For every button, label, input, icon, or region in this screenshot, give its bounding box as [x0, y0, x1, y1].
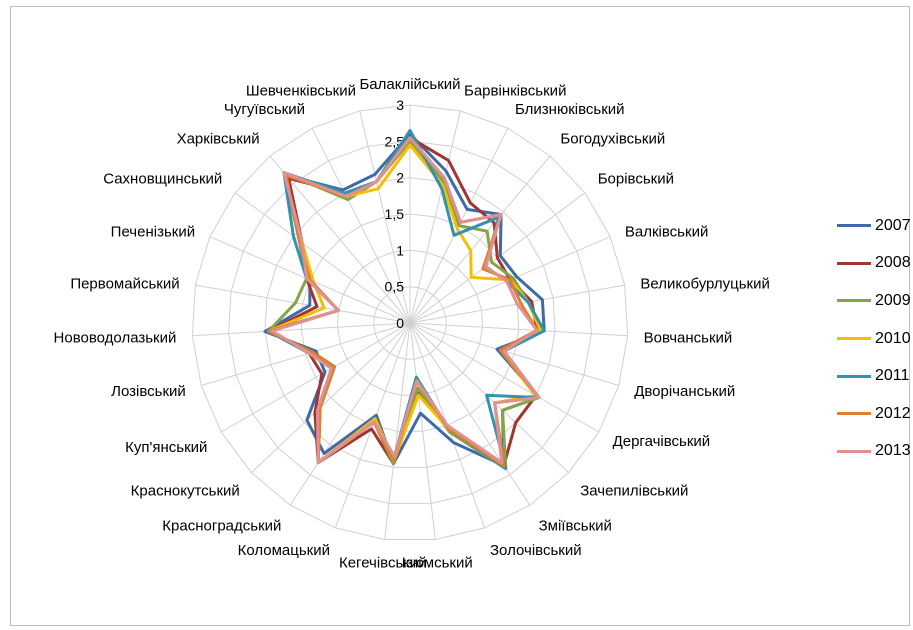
category-label: Сахновщинський — [103, 170, 222, 187]
tick-label: 3 — [396, 97, 404, 113]
legend-label: 2010 — [875, 329, 911, 347]
grid-spoke — [289, 322, 411, 506]
category-label: Харківський — [177, 131, 260, 148]
grid-spoke — [409, 322, 619, 386]
category-label: Шевченківський — [246, 82, 356, 99]
grid-spoke — [384, 322, 411, 540]
grid-ring — [191, 104, 629, 540]
legend-swatch — [837, 337, 871, 341]
category-label: Куп'янський — [125, 439, 207, 456]
category-label: Зміївський — [539, 518, 612, 535]
legend-swatch — [837, 261, 871, 265]
series-line — [267, 143, 543, 468]
grid-spoke — [234, 192, 411, 324]
tick-label: 1 — [396, 242, 404, 258]
legend-swatch — [837, 374, 871, 378]
legend-item: 2013 — [837, 433, 913, 471]
category-label: Кегечівський — [339, 554, 427, 571]
tick-label: 0 — [396, 315, 404, 331]
category-label: Борівський — [598, 170, 674, 187]
legend-item: 2010 — [837, 320, 913, 358]
category-label: Первомайський — [70, 275, 179, 292]
grid-spoke — [409, 110, 461, 324]
grid-spoke — [409, 322, 531, 506]
category-label: Валківський — [625, 223, 708, 240]
grid-spoke — [311, 127, 411, 324]
legend: 2007 2008 2009 2010 2011 2012 2013 — [837, 207, 913, 470]
grid-spoke — [269, 155, 411, 324]
tick-label: 2 — [396, 170, 404, 186]
category-label: Нововодолазький — [54, 330, 177, 347]
legend-swatch — [837, 299, 871, 303]
legend-label: 2008 — [875, 254, 911, 272]
grid-spoke — [409, 322, 569, 473]
legend-swatch — [837, 449, 871, 453]
legend-item: 2009 — [837, 282, 913, 320]
category-label: Красноградський — [162, 518, 281, 535]
category-label: Золочівський — [490, 542, 582, 559]
grid-spoke — [201, 322, 411, 386]
grid-spoke — [195, 284, 411, 324]
grid-spoke — [409, 322, 628, 337]
category-label: Балаклійський — [359, 76, 460, 93]
chart-area: 0 0,5 1 1,5 2 2,5 3 Балаклійський Барвінківський… — [10, 6, 913, 626]
grid-spoke — [192, 322, 411, 337]
grid-ring — [228, 140, 592, 504]
grid-spoke — [409, 155, 551, 324]
category-label: Печенізький — [111, 223, 195, 240]
series-line — [270, 136, 541, 465]
category-label: Близнюківський — [515, 101, 625, 118]
grid-spoke — [359, 110, 411, 324]
tick-label: 0,5 — [385, 279, 405, 295]
grid-spoke — [409, 322, 436, 540]
grid-spoke — [334, 322, 411, 529]
grid-ring — [373, 286, 447, 360]
tick-label: 1,5 — [385, 206, 405, 222]
legend-label: 2007 — [875, 216, 911, 234]
category-label: Великобурлуцький — [640, 275, 769, 292]
legend-swatch — [837, 412, 871, 416]
category-label: Чугуївський — [224, 101, 305, 118]
category-label: Зачепилівський — [580, 483, 688, 500]
category-label: Дворічанський — [634, 383, 735, 400]
legend-item: 2011 — [837, 357, 913, 395]
legend-item: 2007 — [837, 207, 913, 245]
legend-label: 2012 — [875, 404, 911, 422]
legend-swatch — [837, 224, 871, 228]
legend-item: 2008 — [837, 245, 913, 283]
legend-label: 2013 — [875, 442, 911, 460]
legend-label: 2011 — [875, 367, 910, 385]
category-label: Вовчанський — [644, 330, 733, 347]
category-label: Коломацький — [238, 542, 330, 559]
grid-ring — [264, 177, 556, 468]
grid-spoke — [251, 322, 411, 473]
legend-item: 2012 — [837, 395, 913, 433]
category-label: Дергачівський — [613, 433, 711, 450]
category-label: Лозівський — [111, 383, 186, 400]
category-label: Краснокутський — [131, 483, 240, 500]
category-label: Барвінківський — [464, 82, 566, 99]
grid-spoke — [409, 322, 600, 433]
grid-spoke — [220, 322, 411, 433]
category-label: Ізюмський — [402, 554, 473, 571]
legend-label: 2009 — [875, 291, 911, 309]
category-label: Богодухівський — [560, 131, 665, 148]
